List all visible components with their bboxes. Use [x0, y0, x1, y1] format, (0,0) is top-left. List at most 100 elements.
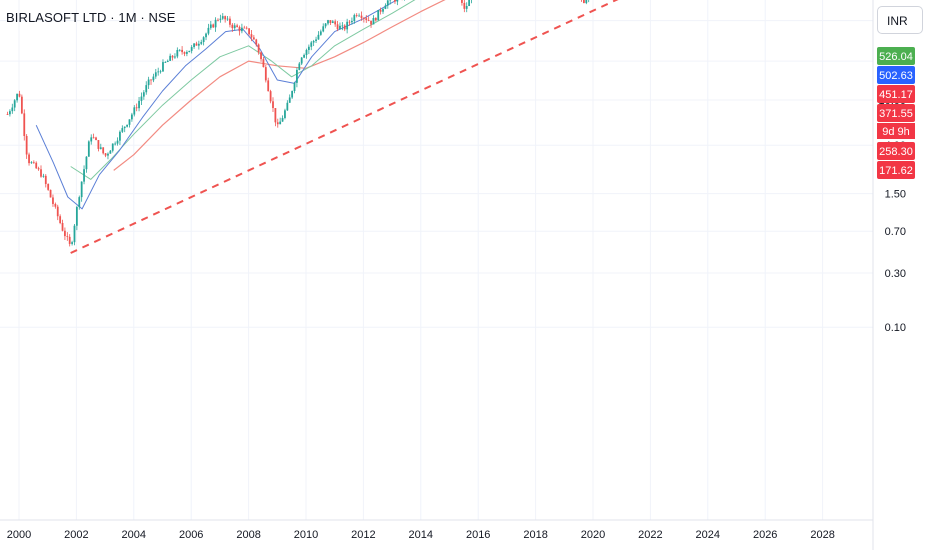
candle-body [229, 18, 231, 25]
candle-body [28, 154, 30, 164]
candle [238, 25, 241, 36]
candle [372, 15, 375, 25]
candle-body [252, 37, 255, 40]
candle-body [241, 27, 243, 32]
x-tick-label: 2016 [466, 529, 490, 541]
price-tag-blue: 502.63 [877, 66, 915, 84]
candle-body [293, 82, 296, 91]
candle-body [585, 0, 588, 4]
candle-body [59, 216, 62, 223]
candle [157, 67, 160, 76]
candle-body [351, 20, 353, 23]
price-tag-bg [877, 47, 915, 65]
candle-body [310, 42, 313, 47]
candle [229, 16, 231, 28]
candle [276, 118, 279, 128]
candle-body [73, 225, 76, 243]
candle [114, 141, 117, 146]
candle-body [341, 25, 344, 27]
candle [331, 19, 334, 24]
candle-body [360, 15, 363, 19]
candle-body [288, 97, 291, 103]
price-tag-text: 171.62 [879, 165, 913, 177]
candle-body [284, 110, 286, 118]
candle-body [61, 222, 64, 231]
candle-body [214, 19, 217, 28]
candle-body [370, 20, 372, 25]
time-axis[interactable]: 2000 2002 2004 2006 2008 2010 2012 2014 2016 2018… [7, 529, 835, 541]
candle [30, 161, 33, 164]
price-tag-text: 371.55 [879, 108, 913, 120]
candle-body [269, 91, 272, 102]
candle-body [312, 41, 315, 43]
candle [296, 67, 298, 88]
candle [166, 59, 169, 63]
candle-body [231, 24, 234, 29]
candle [25, 134, 28, 159]
candle-body [300, 57, 303, 64]
candle-body [583, 0, 585, 4]
candle [346, 18, 349, 34]
candle-body [226, 18, 229, 20]
candle [343, 24, 346, 32]
candle-body [324, 23, 327, 27]
candle [128, 119, 131, 128]
dashed-trendline [70, 0, 619, 254]
candle-body [276, 122, 279, 125]
candle-body [107, 153, 109, 156]
candle [150, 79, 152, 85]
candle-body [465, 6, 468, 9]
candle-body [37, 168, 40, 170]
candle [339, 22, 341, 30]
candle-body [157, 71, 160, 73]
candle-body [54, 203, 57, 207]
candle [154, 68, 157, 79]
candle-body [279, 121, 282, 125]
candle-body [90, 137, 93, 142]
candle-body [145, 85, 148, 93]
candle-body [221, 16, 224, 19]
candle-body [243, 27, 246, 29]
candle-body [272, 101, 274, 109]
candle-body [142, 92, 145, 97]
candle-body [367, 20, 370, 21]
candle [219, 14, 222, 23]
candle-body [164, 62, 167, 63]
candle-body [339, 25, 341, 30]
candle-body [461, 0, 463, 3]
candle [394, 0, 396, 4]
candle-body [257, 44, 260, 53]
price-tag-bg [877, 104, 915, 122]
price-tag-bg [877, 66, 915, 84]
candle-body [317, 34, 320, 40]
candle [185, 50, 188, 57]
candle [205, 32, 207, 41]
candle [20, 94, 23, 115]
candle-body [116, 140, 119, 144]
candle [145, 81, 148, 95]
candle [123, 126, 126, 133]
candle [102, 147, 105, 155]
candle [85, 156, 88, 173]
candle-body [66, 236, 69, 237]
candle-body [305, 49, 308, 55]
y-tick-label: 0.10 [885, 322, 906, 334]
candle [286, 100, 289, 111]
candle [28, 152, 30, 166]
price-tag-text: 258.30 [879, 146, 913, 158]
candle [164, 61, 167, 63]
candle-body [111, 143, 114, 151]
candle [588, 0, 590, 3]
countdown-tag-bg [877, 123, 915, 139]
x-tick-label: 2000 [7, 529, 31, 541]
candle-body [291, 90, 294, 98]
currency-button[interactable]: INR [877, 6, 923, 34]
candle [351, 17, 353, 25]
candle-body [44, 175, 47, 184]
candle-body [319, 31, 322, 35]
candle [193, 43, 195, 49]
candle [44, 174, 47, 188]
candle-body [200, 42, 203, 44]
candle-body [123, 126, 126, 129]
